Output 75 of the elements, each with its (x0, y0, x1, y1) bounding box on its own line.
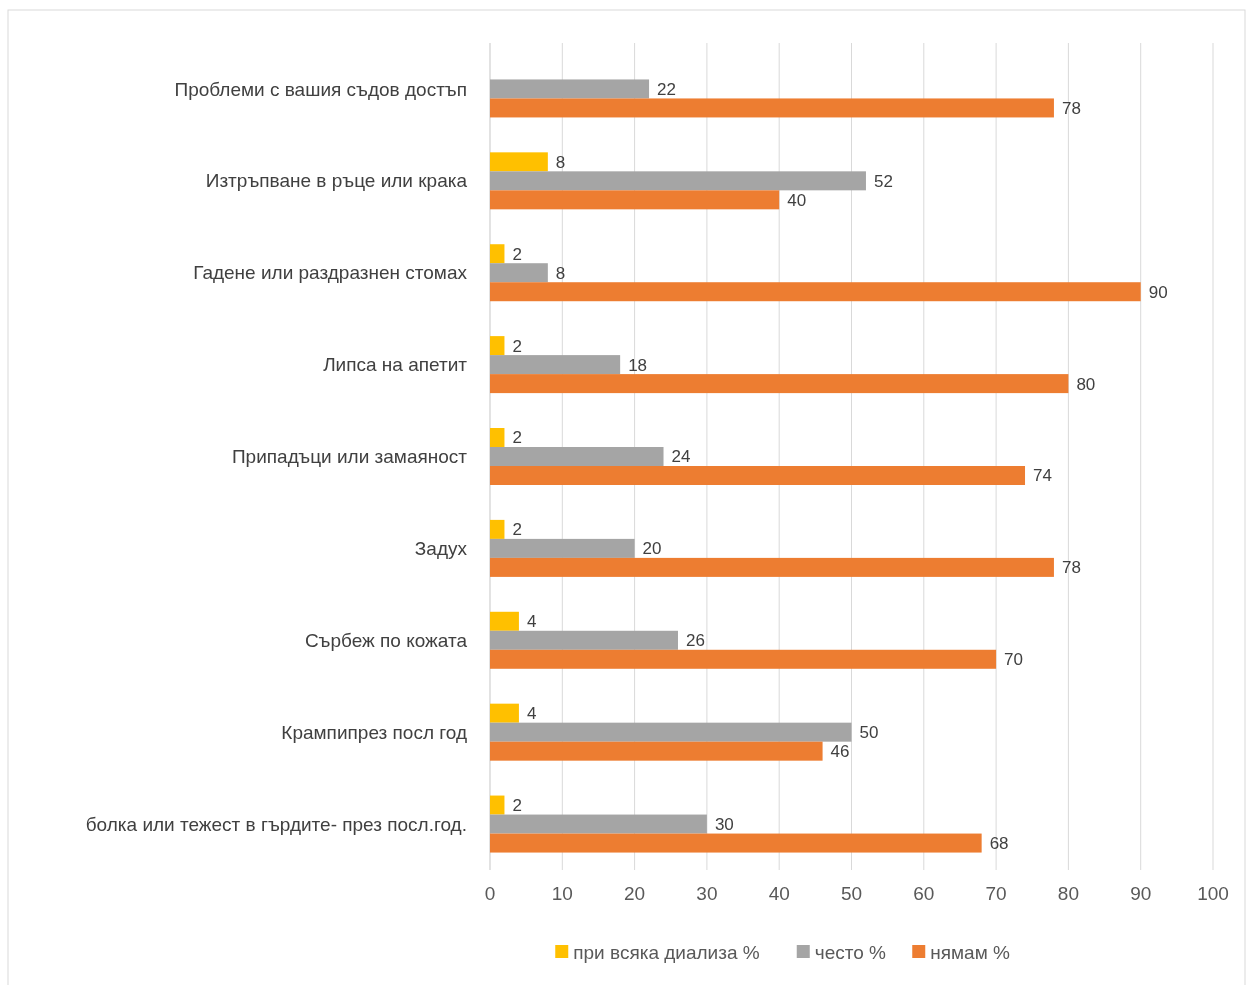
data-label: 24 (671, 447, 691, 467)
bar (490, 374, 1069, 394)
bar (490, 466, 1026, 485)
bar (490, 263, 548, 283)
x-tick-label: 90 (1130, 883, 1152, 904)
data-label: 80 (1076, 374, 1096, 394)
legend-label: нямам % (930, 941, 1010, 963)
bar (490, 336, 505, 356)
legend-label: при всяка диализа % (573, 941, 760, 963)
x-tick-label: 20 (624, 883, 646, 904)
data-label: 68 (989, 834, 1009, 854)
bar (490, 833, 982, 853)
data-label: 30 (714, 815, 734, 835)
bar (490, 244, 505, 264)
y-tick-label: Припадъци или замаяност (231, 446, 468, 468)
x-tick-label: 80 (1057, 883, 1079, 904)
data-label: 2 (512, 796, 522, 816)
x-tick-label: 40 (768, 883, 790, 904)
bar (490, 519, 505, 539)
legend-label: често % (814, 941, 887, 963)
data-label: 4 (526, 612, 537, 632)
bar (490, 171, 866, 191)
bar (490, 79, 650, 99)
data-label: 70 (1004, 650, 1024, 670)
data-label: 50 (859, 723, 879, 743)
y-tick-label: Изтръпване в ръце или крака (205, 170, 468, 192)
data-label: 90 (1148, 282, 1168, 302)
data-label: 52 (873, 171, 893, 191)
data-label: 2 (512, 428, 522, 448)
data-label: 8 (555, 263, 566, 283)
data-label: 78 (1061, 558, 1081, 578)
bar (490, 557, 1054, 577)
bar (490, 814, 707, 834)
data-label: 40 (787, 190, 807, 210)
bar (490, 795, 505, 815)
data-label: 26 (685, 631, 705, 651)
x-tick-label: 0 (484, 883, 496, 904)
data-label: 22 (657, 79, 676, 99)
y-tick-label: Проблеми с вашия съдов достъп (174, 78, 467, 100)
bar (490, 722, 852, 742)
bar (490, 630, 678, 650)
x-tick-label: 100 (1197, 883, 1229, 904)
data-label: 4 (526, 704, 537, 724)
data-label: 74 (1033, 466, 1052, 486)
bar (490, 428, 505, 447)
bar (490, 741, 823, 761)
bar (490, 649, 997, 669)
bar (490, 282, 1141, 302)
bar (490, 611, 519, 631)
x-tick-label: 50 (840, 883, 863, 904)
y-tick-label: Крампипрез посл год (281, 721, 467, 743)
y-tick-label: Липса на апетит (323, 354, 468, 376)
bar (490, 538, 635, 558)
data-label: 2 (512, 520, 522, 540)
bar (490, 447, 664, 466)
data-label: 2 (512, 336, 522, 356)
y-tick-label: Задух (414, 538, 468, 560)
bar (490, 152, 548, 172)
data-label: 20 (642, 539, 662, 559)
data-label: 8 (555, 152, 566, 172)
x-tick-label: 30 (696, 883, 718, 904)
bar (490, 98, 1054, 118)
data-label: 46 (830, 742, 850, 762)
y-tick-label: Сърбеж по кожата (304, 629, 468, 651)
x-tick-label: 60 (913, 883, 935, 904)
data-label: 18 (628, 355, 648, 375)
data-label: 2 (512, 244, 522, 264)
bar (490, 190, 780, 210)
x-tick-label: 70 (985, 883, 1007, 904)
x-tick-label: 10 (551, 883, 573, 904)
bar (490, 355, 621, 375)
data-label: 78 (1061, 98, 1081, 118)
bar (490, 703, 519, 723)
y-tick-label: болка или тежест в гърдите- през посл.год. (85, 813, 467, 835)
y-tick-label: Гадене или раздразнен стомах (193, 262, 468, 284)
